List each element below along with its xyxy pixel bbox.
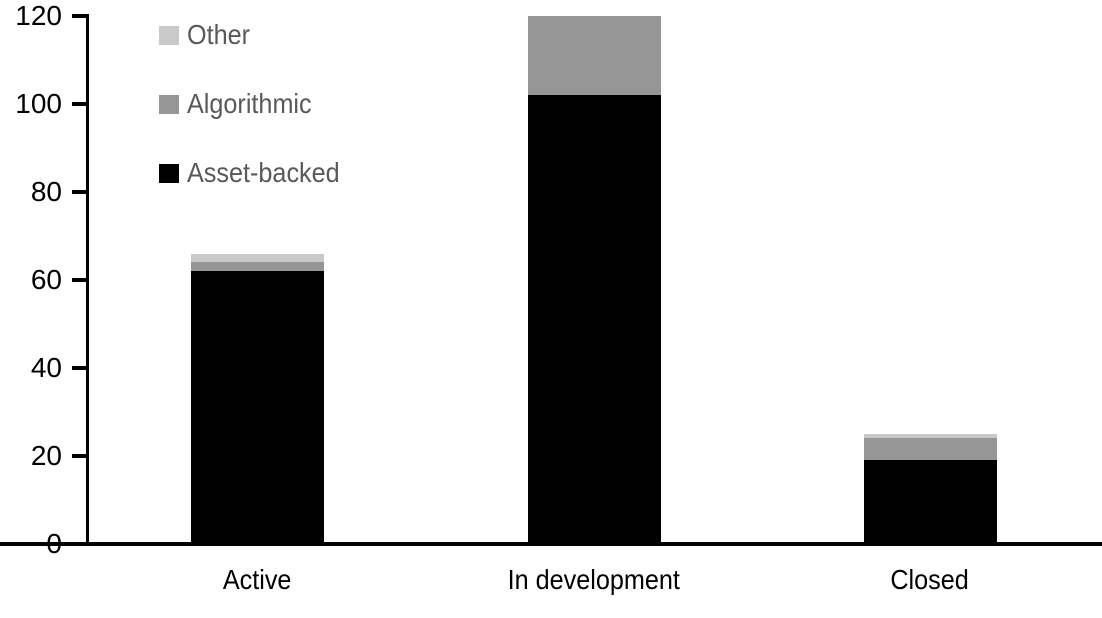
x-axis-label-closed: Closed — [780, 564, 1080, 596]
x-axis-label-text: Closed — [890, 564, 970, 595]
bar-segment-other-active — [190, 253, 324, 263]
x-axis-label-text: Active — [222, 564, 292, 595]
bar-segment-other-closed — [863, 434, 997, 439]
y-axis-tick — [72, 102, 87, 106]
y-tick-label: 60 — [30, 264, 62, 295]
bar-segment-asset-backed-in-development — [527, 95, 661, 544]
bar-segment-asset-backed-closed — [863, 460, 997, 544]
y-axis-tick — [72, 454, 87, 458]
x-axis-label-text: In development — [507, 564, 681, 595]
x-axis-label-active: Active — [107, 564, 407, 596]
legend-label: Other — [187, 19, 251, 50]
x-axis-label-in-development: In development — [444, 564, 744, 596]
y-tick-label: 0 — [46, 528, 62, 559]
legend-swatch-icon — [159, 163, 179, 183]
y-axis-tick — [72, 190, 87, 194]
y-axis-tick — [72, 542, 87, 546]
y-axis-tick — [72, 366, 87, 370]
y-axis-tick — [72, 14, 87, 18]
bar-segment-asset-backed-active — [190, 271, 324, 544]
legend-item-asset-backed: Asset-backed — [159, 159, 357, 187]
bar-segment-algorithmic-in-development — [527, 16, 661, 96]
y-tick-label: 40 — [30, 352, 62, 383]
y-axis-line — [86, 14, 89, 546]
y-tick-label: 120 — [15, 0, 62, 31]
bar-segment-algorithmic-active — [190, 262, 324, 272]
x-axis-line — [0, 542, 1102, 546]
legend-item-other: Other — [159, 21, 257, 49]
legend-label: Algorithmic — [187, 88, 312, 119]
bar-segment-algorithmic-closed — [863, 438, 997, 461]
y-tick-label: 20 — [30, 440, 62, 471]
y-axis-tick — [72, 278, 87, 282]
y-tick-label: 100 — [15, 88, 62, 119]
legend-item-algorithmic: Algorithmic — [159, 90, 325, 118]
legend-swatch-icon — [159, 25, 179, 45]
legend-swatch-icon — [159, 94, 179, 114]
legend-label: Asset-backed — [187, 157, 340, 188]
y-tick-label: 80 — [30, 176, 62, 207]
